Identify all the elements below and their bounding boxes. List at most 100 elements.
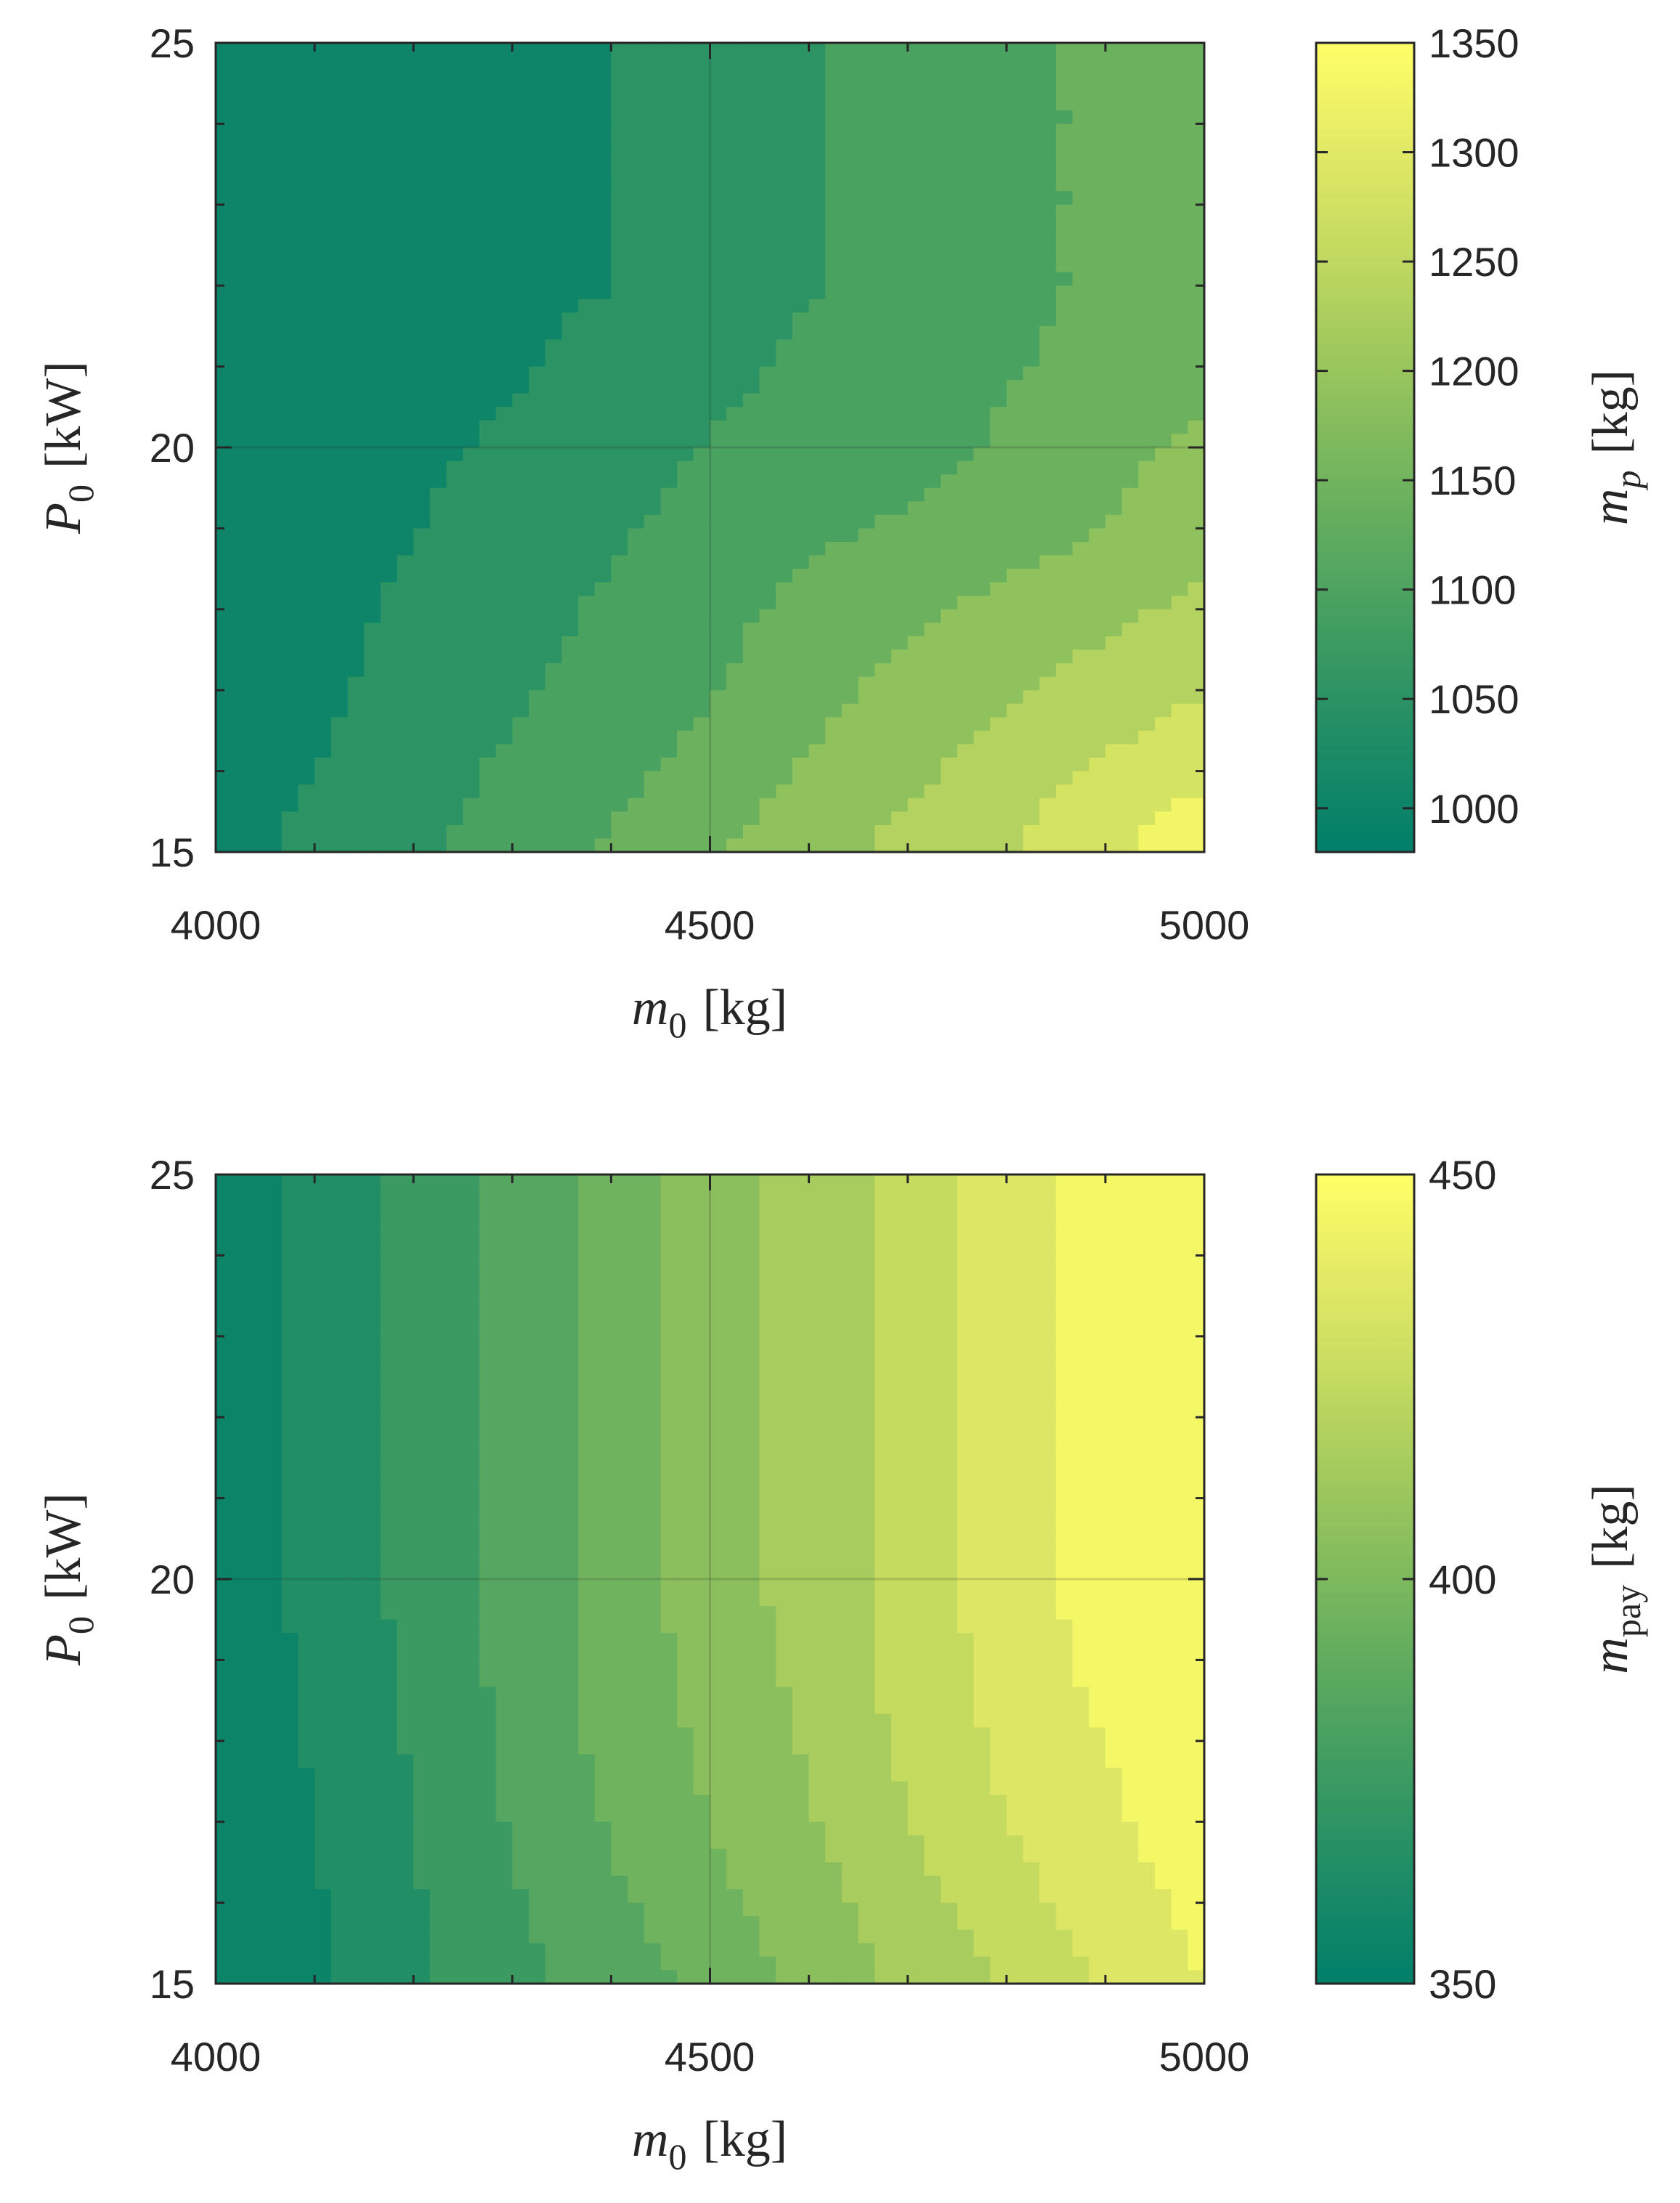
contour-cell [841, 461, 859, 475]
contour-cell [232, 299, 249, 313]
contour-cell [528, 1376, 546, 1391]
contour-cell [265, 474, 283, 489]
contour-cell [759, 824, 776, 840]
contour-cell [495, 1457, 513, 1472]
contour-cell [611, 1363, 628, 1378]
contour-cell [726, 596, 744, 610]
contour-cell [347, 596, 365, 610]
contour-cell [528, 1188, 546, 1202]
contour-cell [1154, 1282, 1172, 1297]
contour-cell [1089, 1282, 1106, 1297]
contour-cell [1188, 447, 1204, 462]
contour-cell [891, 798, 909, 812]
contour-cell [216, 56, 233, 70]
contour-cell [990, 541, 1007, 556]
contour-cell [479, 528, 497, 543]
contour-cell [742, 703, 760, 718]
contour-cell [1154, 744, 1172, 758]
contour-cell [545, 1350, 562, 1364]
contour-cell [1121, 447, 1139, 462]
contour-cell [1121, 393, 1139, 407]
contour-cell [644, 771, 662, 785]
contour-cell [792, 1296, 810, 1310]
contour-cell [660, 1282, 678, 1297]
contour-cell [1121, 461, 1139, 475]
contour-cell [315, 1228, 332, 1243]
contour-cell [710, 83, 727, 97]
contour-cell [1138, 811, 1156, 826]
contour-cell [990, 299, 1007, 313]
contour-cell [380, 164, 398, 179]
contour-cell [611, 97, 628, 111]
contour-cell [248, 582, 266, 596]
contour-cell [248, 1390, 266, 1405]
contour-cell [1023, 1228, 1040, 1243]
contour-cell [330, 231, 349, 246]
contour-cell [644, 1255, 662, 1270]
contour-cell [578, 528, 596, 543]
contour-cell [677, 798, 694, 812]
contour-cell [397, 218, 414, 232]
contour-cell [875, 528, 892, 543]
contour-cell [1121, 1323, 1139, 1337]
contour-cell [841, 1323, 859, 1337]
contour-cell [330, 1214, 349, 1229]
contour-cell [545, 1430, 562, 1445]
contour-cell [1039, 798, 1057, 812]
contour-cell [825, 771, 843, 785]
contour-cell [413, 514, 431, 529]
contour-cell [825, 1417, 843, 1432]
contour-cell [941, 285, 958, 300]
contour-cell [364, 1188, 381, 1202]
contour-cell [1171, 1188, 1188, 1202]
contour-cell [726, 1241, 744, 1256]
contour-cell [1006, 1188, 1024, 1202]
contour-cell [941, 366, 958, 381]
contour-cell [941, 461, 958, 475]
contour-cell [1171, 609, 1188, 623]
contour-cell [232, 1174, 249, 1189]
contour-cell [347, 97, 365, 111]
contour-cell [397, 1403, 414, 1418]
contour-cell [397, 1417, 414, 1432]
contour-cell [628, 501, 645, 516]
contour-cell [1188, 218, 1204, 232]
contour-cell [957, 366, 975, 381]
contour-cell [330, 272, 349, 286]
contour-cell [907, 325, 925, 341]
contour-cell [1171, 487, 1188, 502]
contour-cell [413, 1363, 431, 1378]
contour-cell [347, 366, 365, 381]
contour-cell [315, 676, 332, 691]
contour-cell [281, 56, 299, 70]
contour-cell [364, 1403, 381, 1418]
contour-cell [628, 1188, 645, 1202]
contour-cell [495, 218, 513, 232]
contour-cell [841, 1350, 859, 1364]
contour-cell [611, 43, 628, 57]
contour-cell [628, 1376, 645, 1391]
contour-cell [1039, 1309, 1057, 1323]
contour-cell [677, 70, 694, 84]
contour-cell [232, 1323, 249, 1337]
contour-cell [463, 636, 480, 651]
contour-cell [677, 137, 694, 152]
contour-cell [512, 758, 529, 772]
contour-cell [594, 299, 612, 313]
contour-cell [347, 83, 365, 97]
contour-cell [858, 1282, 875, 1297]
contour-cell [776, 730, 793, 745]
contour-cell [1105, 353, 1123, 368]
contour-cell [545, 1296, 562, 1310]
contour-cell [413, 1255, 431, 1270]
contour-cell [512, 730, 529, 745]
contour-cell [858, 366, 875, 381]
contour-cell [495, 164, 513, 179]
contour-cell [875, 636, 892, 651]
contour-cell [479, 596, 497, 610]
contour-cell [463, 555, 480, 569]
contour-cell [446, 245, 463, 259]
contour-cell [660, 299, 678, 313]
contour-cell [1188, 1174, 1204, 1189]
contour-cell [776, 569, 793, 583]
